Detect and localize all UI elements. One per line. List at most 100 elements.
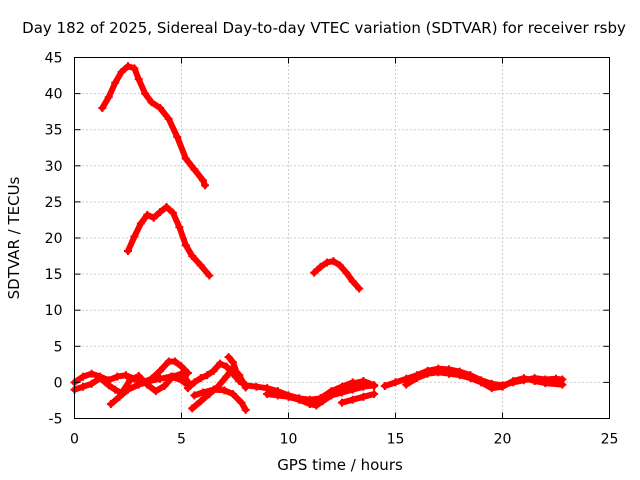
- data-point: [241, 405, 250, 414]
- data-point: [338, 382, 346, 391]
- data-point: [327, 387, 336, 396]
- data-point: [477, 378, 486, 387]
- data-point: [233, 369, 242, 378]
- data-point: [487, 384, 496, 393]
- data-point: [117, 67, 126, 76]
- y-tick-label: 5: [54, 339, 63, 355]
- data-point: [121, 371, 130, 380]
- data-point: [338, 398, 346, 407]
- data-point: [188, 252, 197, 261]
- data-point: [284, 392, 293, 401]
- data-series: [70, 62, 567, 414]
- data-point: [173, 132, 182, 141]
- data-point: [87, 369, 96, 378]
- series-low-c: [106, 372, 192, 409]
- data-point: [198, 176, 207, 185]
- data-point: [329, 257, 338, 266]
- y-tick-label: 15: [45, 267, 63, 283]
- series-low-f: [190, 385, 250, 414]
- data-point: [359, 392, 368, 401]
- series-low-m: [402, 368, 567, 393]
- data-point: [305, 400, 314, 409]
- y-tick-label: 40: [45, 87, 63, 103]
- data-point: [466, 374, 475, 383]
- data-point: [201, 181, 210, 190]
- data-point: [162, 202, 171, 211]
- data-point: [156, 374, 165, 383]
- x-tick-label: 20: [494, 432, 512, 448]
- y-tick-label: 20: [45, 231, 63, 247]
- data-point: [188, 404, 197, 413]
- series-arc-mid: [124, 202, 214, 280]
- y-tick-label: -5: [49, 412, 63, 428]
- y-tick-label: 10: [45, 303, 63, 319]
- data-point: [104, 381, 113, 390]
- data-point: [335, 261, 344, 270]
- data-point: [220, 386, 229, 395]
- axis-ticks: 0 5 10 15 20 25 -5 0 5 10 15 20 25 30 35 40 45: [45, 51, 619, 448]
- data-point: [222, 362, 231, 371]
- data-point: [134, 75, 143, 84]
- data-point: [171, 357, 180, 366]
- data-point: [224, 353, 233, 362]
- x-tick-label: 10: [280, 432, 298, 448]
- data-point: [111, 385, 120, 394]
- data-point: [141, 89, 150, 98]
- data-point: [149, 213, 158, 222]
- data-point: [126, 376, 135, 385]
- data-point: [391, 378, 400, 387]
- data-point: [323, 258, 332, 267]
- y-tick-label: 25: [45, 195, 63, 211]
- data-point: [130, 232, 139, 241]
- series-line: [99, 63, 208, 189]
- grid: [74, 57, 610, 419]
- data-point: [190, 391, 199, 400]
- data-point: [147, 98, 156, 107]
- data-point: [190, 165, 199, 174]
- data-point: [87, 379, 96, 388]
- data-point: [96, 374, 105, 383]
- data-point: [295, 395, 304, 404]
- y-axis-title: SDTVAR / TECUs: [5, 176, 23, 299]
- data-point: [106, 400, 115, 409]
- series-low-j: [305, 378, 379, 409]
- data-point: [164, 114, 173, 123]
- data-point: [348, 277, 357, 286]
- data-point: [263, 389, 272, 398]
- data-point: [175, 223, 184, 232]
- data-point: [273, 391, 282, 400]
- data-point: [310, 268, 319, 277]
- data-point: [412, 374, 421, 383]
- data-point: [168, 208, 177, 217]
- data-point: [519, 374, 528, 383]
- x-tick-label: 25: [601, 432, 619, 448]
- data-point: [143, 210, 152, 219]
- data-point: [237, 376, 246, 385]
- data-point: [402, 380, 411, 389]
- data-point: [124, 385, 132, 394]
- series-arc-15: [310, 257, 364, 293]
- data-point: [455, 371, 464, 380]
- data-point: [380, 382, 389, 391]
- data-point: [156, 104, 165, 113]
- data-point: [445, 369, 453, 378]
- data-point: [216, 359, 225, 368]
- series-low-k: [338, 389, 379, 407]
- data-point: [177, 376, 186, 385]
- y-tick-label: 30: [45, 159, 63, 175]
- data-point: [166, 372, 175, 381]
- data-point: [530, 376, 539, 385]
- data-point: [130, 64, 139, 73]
- data-point: [111, 78, 120, 87]
- data-point: [222, 372, 231, 381]
- data-point: [134, 380, 143, 389]
- data-point: [181, 154, 190, 163]
- y-tick-label: 45: [45, 51, 63, 67]
- data-point: [183, 384, 192, 393]
- data-point: [209, 385, 218, 394]
- x-tick-label: 5: [177, 432, 186, 448]
- x-axis-title: GPS time / hours: [277, 456, 403, 474]
- data-point: [205, 271, 214, 280]
- data-point: [355, 284, 364, 293]
- data-point: [124, 62, 132, 71]
